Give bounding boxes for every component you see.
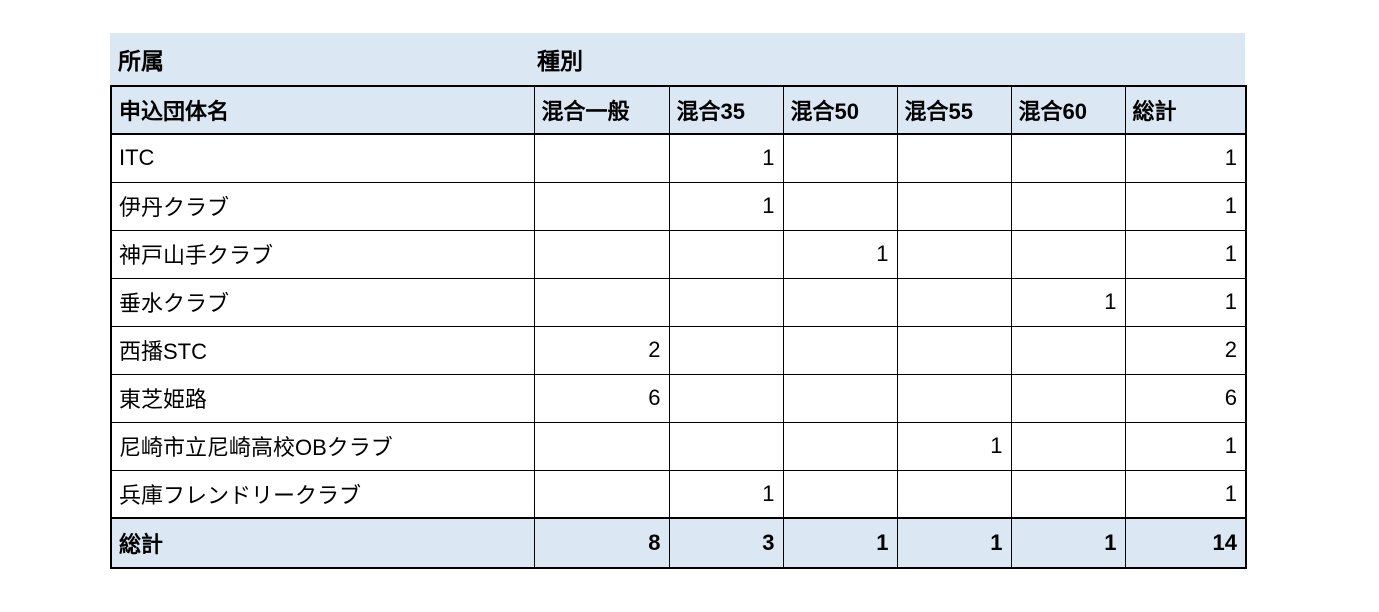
value-cell[interactable] (533, 181, 670, 231)
table-row: ITC 1 1 (110, 133, 1247, 183)
value-cell[interactable] (533, 421, 670, 471)
club-name-cell[interactable]: ITC (110, 133, 535, 183)
table-row: 西播STC 2 2 (110, 325, 1247, 375)
row-total-cell[interactable]: 1 (1124, 421, 1247, 471)
value-cell[interactable]: 6 (533, 373, 670, 423)
value-cell[interactable] (896, 469, 1012, 519)
row-total-cell[interactable]: 2 (1124, 325, 1247, 375)
grand-total-row: 総計 8 3 1 1 1 14 (110, 517, 1247, 569)
value-cell[interactable] (1010, 229, 1126, 279)
table-row: 東芝姫路 6 6 (110, 373, 1247, 423)
value-cell[interactable]: 1 (782, 229, 898, 279)
header-row: 申込団体名 混合一般 混合35 混合50 混合55 混合60 総計 (110, 85, 1247, 135)
club-name-cell[interactable]: 東芝姫路 (110, 373, 535, 423)
club-name-cell[interactable]: 西播STC (110, 325, 535, 375)
column-header-mixed-general[interactable]: 混合一般 (533, 85, 670, 135)
table-row: 尼崎市立尼崎高校ОBクラブ 1 1 (110, 421, 1247, 471)
column-header-total[interactable]: 総計 (1124, 85, 1247, 135)
value-cell[interactable] (896, 277, 1012, 327)
value-cell[interactable] (782, 181, 898, 231)
table-row: 神戸山手クラブ 1 1 (110, 229, 1247, 279)
grand-total-cell[interactable]: 1 (782, 517, 898, 569)
value-cell[interactable] (896, 133, 1012, 183)
grand-total-cell[interactable]: 1 (896, 517, 1012, 569)
value-cell[interactable] (668, 421, 784, 471)
table-row: 垂水クラブ 1 1 (110, 277, 1247, 327)
pivot-filter-band: 所属 種別 (110, 33, 1245, 85)
grand-total-cell[interactable]: 3 (668, 517, 784, 569)
club-name-cell[interactable]: 伊丹クラブ (110, 181, 535, 231)
value-cell[interactable] (896, 325, 1012, 375)
column-field-label[interactable]: 種別 (537, 48, 583, 74)
value-cell[interactable] (668, 277, 784, 327)
value-cell[interactable] (533, 469, 670, 519)
grand-total-cell[interactable]: 8 (533, 517, 670, 569)
row-total-cell[interactable]: 1 (1124, 181, 1247, 231)
value-cell[interactable] (782, 277, 898, 327)
value-cell[interactable] (782, 469, 898, 519)
value-cell[interactable] (782, 373, 898, 423)
row-total-cell[interactable]: 1 (1124, 469, 1247, 519)
value-cell[interactable] (1010, 469, 1126, 519)
value-cell[interactable] (1010, 133, 1126, 183)
value-cell[interactable] (1010, 325, 1126, 375)
grand-total-cell[interactable]: 1 (1010, 517, 1126, 569)
grand-total-label[interactable]: 総計 (110, 517, 535, 569)
value-cell[interactable] (896, 373, 1012, 423)
value-cell[interactable] (896, 181, 1012, 231)
row-total-cell[interactable]: 6 (1124, 373, 1247, 423)
value-cell[interactable]: 1 (896, 421, 1012, 471)
column-header-group-name[interactable]: 申込団体名 (110, 85, 535, 135)
grand-total-cell[interactable]: 14 (1124, 517, 1247, 569)
value-cell[interactable] (782, 421, 898, 471)
table-row: 伊丹クラブ 1 1 (110, 181, 1247, 231)
column-header-mixed-35[interactable]: 混合35 (668, 85, 784, 135)
value-cell[interactable] (1010, 421, 1126, 471)
column-header-mixed-55[interactable]: 混合55 (896, 85, 1012, 135)
value-cell[interactable] (533, 133, 670, 183)
value-cell[interactable] (1010, 373, 1126, 423)
value-cell[interactable]: 1 (1010, 277, 1126, 327)
row-total-cell[interactable]: 1 (1124, 277, 1247, 327)
value-cell[interactable] (668, 229, 784, 279)
pivot-table: 申込団体名 混合一般 混合35 混合50 混合55 混合60 総計 ITC 1 … (110, 85, 1247, 569)
value-cell[interactable]: 1 (668, 469, 784, 519)
club-name-cell[interactable]: 神戸山手クラブ (110, 229, 535, 279)
club-name-cell[interactable]: 兵庫フレンドリークラブ (110, 469, 535, 519)
table-row: 兵庫フレンドリークラブ 1 1 (110, 469, 1247, 519)
pivot-table-region: 所属 種別 申込団体名 混合一般 混合35 混合50 混合55 混合60 総計 … (110, 33, 1247, 569)
value-cell[interactable]: 1 (668, 133, 784, 183)
value-cell[interactable] (782, 133, 898, 183)
club-name-cell[interactable]: 垂水クラブ (110, 277, 535, 327)
value-cell[interactable]: 1 (668, 181, 784, 231)
row-field-label[interactable]: 所属 (118, 48, 164, 74)
value-cell[interactable] (782, 325, 898, 375)
value-cell[interactable] (896, 229, 1012, 279)
value-cell[interactable] (533, 229, 670, 279)
value-cell[interactable] (533, 277, 670, 327)
value-cell[interactable]: 2 (533, 325, 670, 375)
value-cell[interactable] (668, 325, 784, 375)
value-cell[interactable] (1010, 181, 1126, 231)
column-header-mixed-60[interactable]: 混合60 (1010, 85, 1126, 135)
row-total-cell[interactable]: 1 (1124, 133, 1247, 183)
row-total-cell[interactable]: 1 (1124, 229, 1247, 279)
column-header-mixed-50[interactable]: 混合50 (782, 85, 898, 135)
value-cell[interactable] (668, 373, 784, 423)
club-name-cell[interactable]: 尼崎市立尼崎高校ОBクラブ (110, 421, 535, 471)
